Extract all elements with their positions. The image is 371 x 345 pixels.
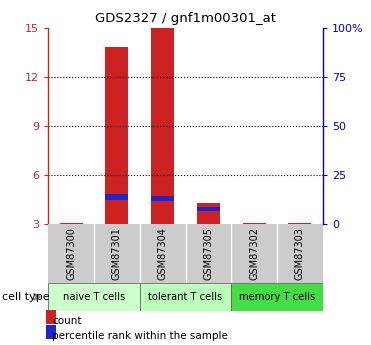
Text: GSM87303: GSM87303 (295, 227, 305, 280)
Bar (231, 283, 323, 310)
Text: cell type: cell type (2, 292, 49, 302)
Text: GSM87304: GSM87304 (158, 227, 168, 280)
Text: naive T cells: naive T cells (63, 292, 125, 302)
Bar (197, 203, 220, 224)
Bar (105, 194, 128, 200)
Bar (151, 28, 174, 224)
Bar (197, 207, 220, 211)
Bar (140, 283, 231, 310)
Text: percentile rank within the sample: percentile rank within the sample (52, 332, 228, 341)
Text: count: count (52, 316, 82, 326)
Bar (105, 47, 128, 224)
Text: GSM87302: GSM87302 (249, 227, 259, 280)
Bar (151, 196, 174, 201)
Text: memory T cells: memory T cells (239, 292, 315, 302)
Text: GSM87305: GSM87305 (203, 227, 213, 280)
Text: GSM87300: GSM87300 (66, 227, 76, 280)
Title: GDS2327 / gnf1m00301_at: GDS2327 / gnf1m00301_at (95, 12, 276, 25)
Text: tolerant T cells: tolerant T cells (148, 292, 223, 302)
Bar (48, 283, 140, 310)
Text: GSM87301: GSM87301 (112, 227, 122, 280)
